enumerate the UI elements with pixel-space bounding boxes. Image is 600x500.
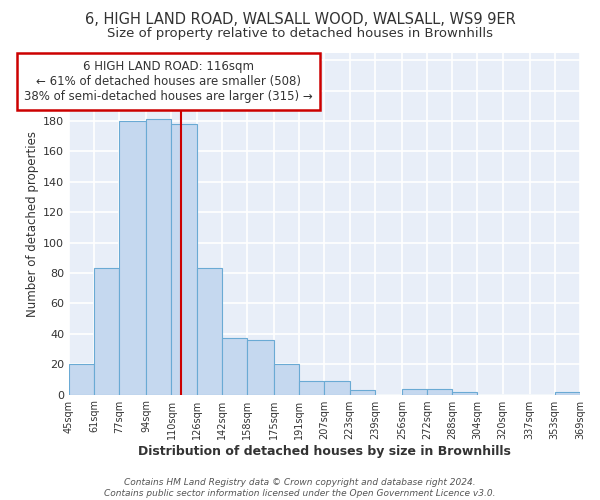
Text: Size of property relative to detached houses in Brownhills: Size of property relative to detached ho… [107, 28, 493, 40]
Bar [119, 121, 146, 394]
Bar [146, 120, 172, 394]
X-axis label: Distribution of detached houses by size in Brownhills: Distribution of detached houses by size … [138, 444, 511, 458]
Bar [452, 392, 478, 394]
Bar [427, 388, 452, 394]
Bar [247, 340, 274, 394]
Bar [69, 364, 94, 394]
Bar [94, 268, 119, 394]
Bar [274, 364, 299, 394]
Bar [402, 388, 427, 394]
Bar [197, 268, 222, 394]
Bar [350, 390, 375, 394]
Bar [325, 381, 350, 394]
Bar [555, 392, 580, 394]
Bar [299, 381, 325, 394]
Bar [172, 124, 197, 394]
Text: 6, HIGH LAND ROAD, WALSALL WOOD, WALSALL, WS9 9ER: 6, HIGH LAND ROAD, WALSALL WOOD, WALSALL… [85, 12, 515, 28]
Text: 6 HIGH LAND ROAD: 116sqm
← 61% of detached houses are smaller (508)
38% of semi-: 6 HIGH LAND ROAD: 116sqm ← 61% of detach… [24, 60, 313, 103]
Bar [222, 338, 247, 394]
Y-axis label: Number of detached properties: Number of detached properties [26, 130, 38, 316]
Text: Contains HM Land Registry data © Crown copyright and database right 2024.
Contai: Contains HM Land Registry data © Crown c… [104, 478, 496, 498]
